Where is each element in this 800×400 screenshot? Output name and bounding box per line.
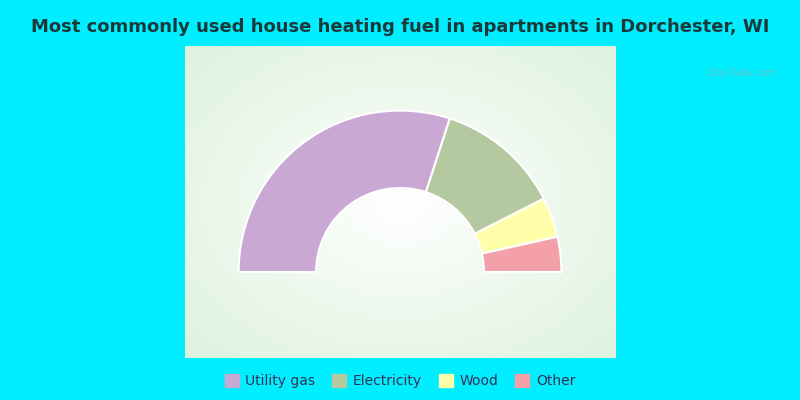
Legend: Utility gas, Electricity, Wood, Other: Utility gas, Electricity, Wood, Other (219, 368, 581, 394)
Wedge shape (426, 118, 544, 234)
Wedge shape (474, 199, 558, 254)
Wedge shape (238, 110, 450, 272)
Text: City-Data.com: City-Data.com (706, 68, 776, 78)
Wedge shape (482, 237, 562, 272)
Text: Most commonly used house heating fuel in apartments in Dorchester, WI: Most commonly used house heating fuel in… (31, 18, 769, 36)
